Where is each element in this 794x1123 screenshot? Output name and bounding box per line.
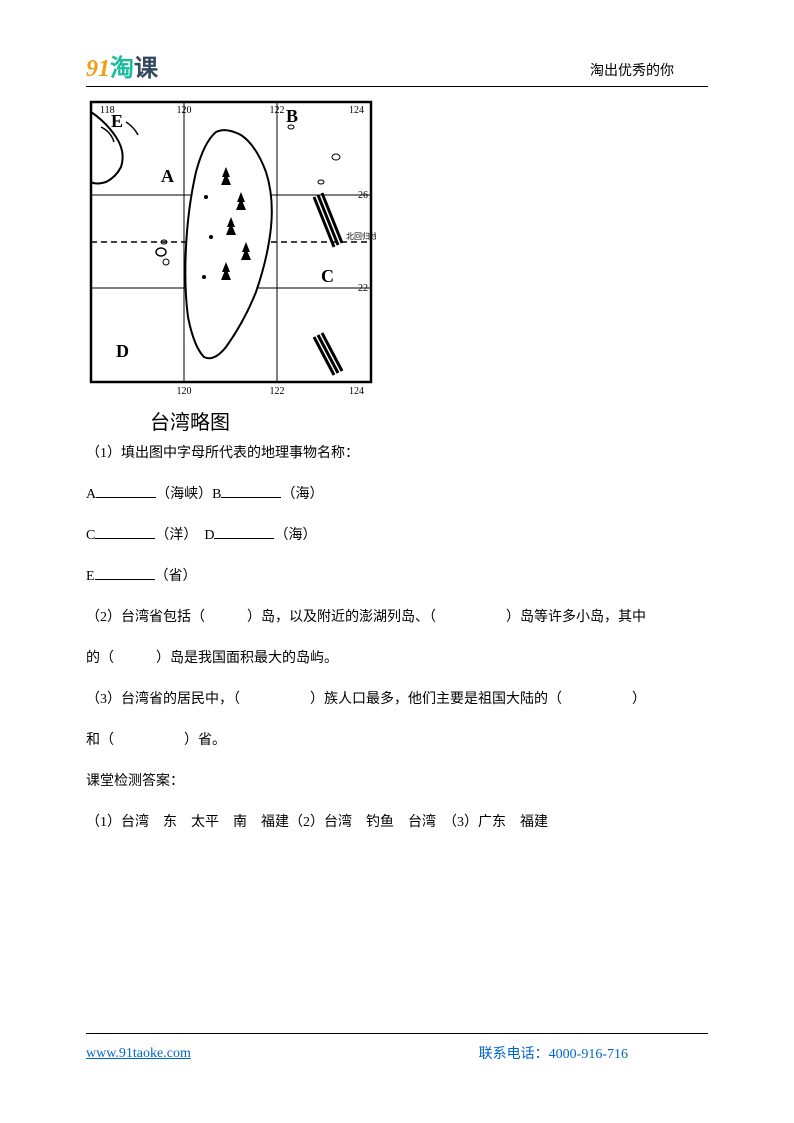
map-label-c: C (321, 266, 334, 286)
page-header: 91淘课 淘出优秀的你 (0, 48, 794, 88)
lat-26: 26 (358, 190, 368, 201)
content-area: （1）填出图中字母所代表的地理事物名称： A（海峡）B（海） C（洋） D（海）… (86, 436, 708, 846)
taiwan-map-svg: 120 122 124 118 120 122 124 26 22 (86, 92, 376, 402)
q2-cont: 的（ ）岛是我国面积最大的岛屿。 (86, 641, 708, 676)
lon-122-bottom: 122 (270, 386, 285, 397)
q3: （3）台湾省的居民中，（ ）族人口最多，他们主要是祖国大陆的（ ） (86, 682, 708, 717)
logo-number: 91 (86, 56, 110, 82)
map-label-e: E (111, 111, 123, 131)
footer-url-link[interactable]: www.91taoke.com (86, 1046, 191, 1061)
lon-124-top: 124 (349, 105, 364, 116)
logo-ke: 课 (134, 56, 158, 82)
lon-122-top: 122 (270, 105, 285, 116)
map-label-d: D (116, 341, 129, 361)
blank-b (221, 482, 281, 498)
answer-title: 课堂检测答案： (86, 764, 708, 799)
map-figure: 120 122 124 118 120 122 124 26 22 (86, 92, 376, 402)
footer-phone: 联系电话：4000-916-716 (479, 1043, 628, 1063)
q3-cont: 和（ ）省。 (86, 723, 708, 758)
brand-logo: 91淘课 (86, 48, 158, 83)
q1-line1: A（海峡）B（海） (86, 477, 708, 512)
q1-line3: E（省） (86, 559, 708, 594)
q1-line2: C（洋） D（海） (86, 518, 708, 553)
lon-124-bottom: 124 (349, 386, 364, 397)
lon-120-top: 120 (177, 105, 192, 116)
blank-a (96, 482, 156, 498)
q1-intro: （1）填出图中字母所代表的地理事物名称： (86, 436, 708, 471)
blank-e (95, 564, 155, 580)
lon-120-bottom: 120 (177, 386, 192, 397)
blank-c (95, 523, 155, 539)
answers: （1）台湾 东 太平 南 福建（2）台湾 钓鱼 台湾 （3）广东 福建 (86, 805, 708, 840)
tagline-text: 淘出优秀的你 (590, 60, 674, 80)
logo-tao: 淘 (110, 56, 134, 82)
map-label-a: A (161, 166, 174, 186)
map-label-b: B (286, 106, 298, 126)
blank-d (214, 523, 274, 539)
header-divider (86, 86, 708, 87)
q2: （2）台湾省包括（ ）岛，以及附近的澎湖列岛、（ ）岛等许多小岛，其中 (86, 600, 708, 635)
lat-22: 22 (358, 283, 368, 294)
page-footer: www.91taoke.com 联系电话：4000-916-716 (86, 1033, 708, 1063)
footer-divider (86, 1033, 708, 1034)
tropic-label: 北回归线 (346, 231, 376, 241)
map-title: 台湾略图 (150, 406, 230, 435)
